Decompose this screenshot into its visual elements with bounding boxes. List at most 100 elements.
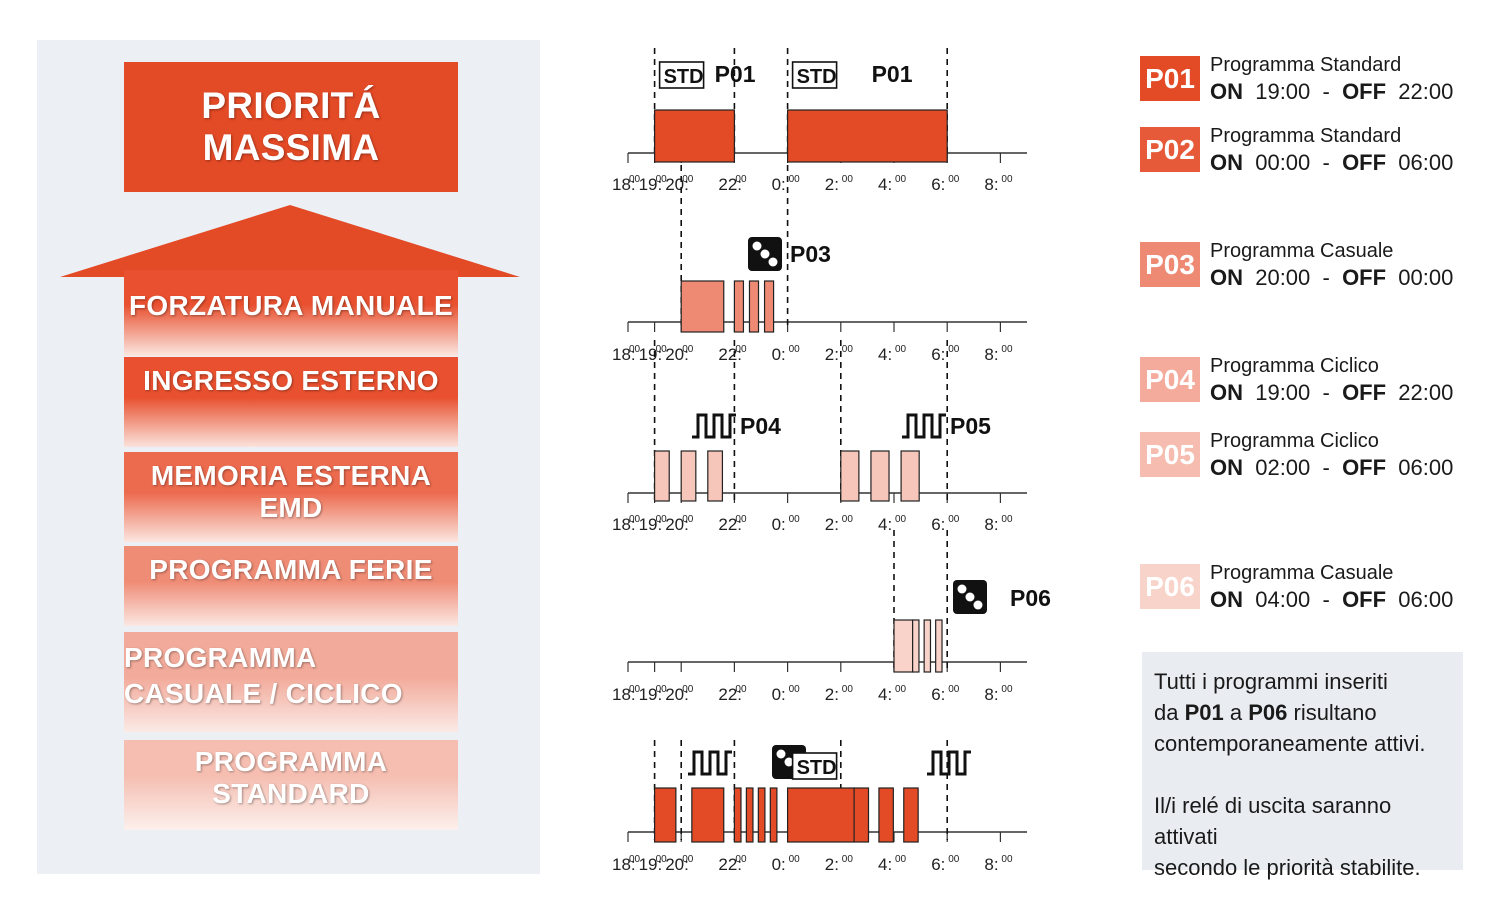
dice-pip xyxy=(784,757,794,767)
axis-tick-label: 19: xyxy=(639,855,663,874)
bar-p04-cyclic xyxy=(707,450,724,502)
axis-tick-label: 4: xyxy=(878,515,892,534)
axis-tick-sup: 00 xyxy=(842,174,854,185)
on-label: ON xyxy=(1210,587,1243,612)
marker-label: P05 xyxy=(950,413,991,439)
axis-tick-sup: 00 xyxy=(842,684,854,695)
priority-level-ingresso: INGRESSO ESTERNO xyxy=(124,357,458,447)
axis-tick-label: 2: xyxy=(825,685,839,704)
priority-level-casuale-ciclico: PROGRAMMA CASUALE / CICLICO xyxy=(124,632,458,732)
program-name: Programma Ciclico xyxy=(1210,355,1379,377)
axis-tick-sup: 00 xyxy=(656,684,668,695)
program-code-badge: P03 xyxy=(1140,242,1200,287)
axis-tick-label: 19: xyxy=(639,685,663,704)
program-times: ON 04:00 - OFF 06:00 xyxy=(1210,586,1470,614)
off-label: OFF xyxy=(1342,587,1387,612)
priority-level-forzatura: FORZATURA MANUALE xyxy=(124,270,458,356)
bar-p06-random xyxy=(893,619,914,673)
axis-tick-sup: 00 xyxy=(629,344,641,355)
pulse-icon xyxy=(688,750,732,776)
std-badge-text: STD xyxy=(797,66,837,88)
on-time: 02:00 - xyxy=(1243,455,1343,480)
priority-level-label: CASUALE / CICLICO xyxy=(124,678,403,709)
off-label: OFF xyxy=(1342,455,1387,480)
axis-tick-label: 6: xyxy=(931,685,945,704)
bar-p03-random xyxy=(748,280,760,333)
off-time: 22:00 xyxy=(1386,380,1454,405)
axis-tick-label: 0: xyxy=(772,345,786,364)
axis-tick-label: 18: xyxy=(612,345,636,364)
on-time: 04:00 - xyxy=(1243,587,1343,612)
axis-tick-label: 8: xyxy=(984,345,998,364)
bar-p06-random xyxy=(923,619,932,673)
bar-combined xyxy=(853,787,870,843)
note-text-bold: P01 xyxy=(1184,700,1224,725)
off-time: 06:00 xyxy=(1386,455,1454,480)
priority-level-label: FORZATURA MANUALE xyxy=(129,290,453,321)
axis-tick-sup: 00 xyxy=(1001,344,1013,355)
off-time: 06:00 xyxy=(1386,587,1454,612)
marker-label: P04 xyxy=(740,413,781,439)
axis-tick-label: 20: xyxy=(665,175,689,194)
program-details: Programma Ciclico ON 19:00 - OFF 22:00 xyxy=(1210,353,1470,407)
info-note: Tutti i programmi inseriti da P01 a P06 … xyxy=(1142,652,1463,880)
off-time: 00:00 xyxy=(1386,265,1454,290)
axis-tick-sup: 00 xyxy=(789,344,801,355)
axis-tick-label: 19: xyxy=(639,345,663,364)
bar-combined xyxy=(691,787,725,843)
priority-level-memoria: MEMORIA ESTERNA EMD xyxy=(124,452,458,542)
program-name: Programma Standard xyxy=(1210,54,1402,76)
bar-p04-cyclic xyxy=(653,450,670,502)
axis-tick-sup: 00 xyxy=(842,854,854,865)
pulse-icon xyxy=(927,750,971,776)
axis-tick-label: 20: xyxy=(665,685,689,704)
axis-tick-label: 8: xyxy=(984,515,998,534)
axis-tick-label: 2: xyxy=(825,515,839,534)
priority-level-label: PROGRAMMA FERIE xyxy=(149,554,433,585)
bar-p01-evening xyxy=(653,109,735,163)
axis-tick-sup: 00 xyxy=(735,174,747,185)
program-times: ON 19:00 - OFF 22:00 xyxy=(1210,379,1470,407)
program-times: ON 20:00 - OFF 00:00 xyxy=(1210,264,1470,292)
program-details: Programma Standard ON 00:00 - OFF 06:00 xyxy=(1210,123,1470,177)
marker-label: P03 xyxy=(790,241,831,267)
axis-tick-sup: 00 xyxy=(656,514,668,525)
off-label: OFF xyxy=(1342,380,1387,405)
dice-pip xyxy=(965,592,975,602)
axis-tick-sup: 00 xyxy=(1001,174,1013,185)
axis-tick-label: 0: xyxy=(772,685,786,704)
bar-combined xyxy=(653,787,677,843)
program-name: Programma Ciclico xyxy=(1210,430,1379,452)
bar-p05-cyclic xyxy=(840,450,860,502)
axis-tick-sup: 00 xyxy=(948,684,960,695)
axis-tick-sup: 00 xyxy=(682,854,694,865)
axis-tick-sup: 00 xyxy=(895,684,907,695)
axis-tick-label: 18: xyxy=(612,855,636,874)
program-name: Programma Casuale xyxy=(1210,240,1394,262)
bar-p04-cyclic xyxy=(680,450,697,502)
axis-tick-sup: 00 xyxy=(682,174,694,185)
axis-tick-sup: 00 xyxy=(629,174,641,185)
program-code-badge: P05 xyxy=(1140,432,1200,477)
priority-max-box: PRIORITÁ MASSIMA xyxy=(124,62,458,192)
bar-p03-random xyxy=(763,280,775,333)
axis-tick-sup: 00 xyxy=(895,174,907,185)
program-code-badge: P04 xyxy=(1140,357,1200,402)
axis-tick-sup: 00 xyxy=(682,514,694,525)
dice-pip xyxy=(957,584,967,594)
axis-tick-label: 22: xyxy=(718,855,742,874)
axis-tick-sup: 00 xyxy=(735,344,747,355)
axis-tick-label: 4: xyxy=(878,685,892,704)
off-label: OFF xyxy=(1342,265,1387,290)
note-text: Tutti i programmi inseriti xyxy=(1154,669,1388,694)
bar-combined xyxy=(733,787,742,843)
on-time: 00:00 - xyxy=(1243,150,1343,175)
program-code-badge: P02 xyxy=(1140,127,1200,172)
std-badge-box xyxy=(791,752,838,780)
axis-tick-sup: 00 xyxy=(629,514,641,525)
axis-tick-label: 2: xyxy=(825,345,839,364)
axis-tick-label: 18: xyxy=(612,175,636,194)
axis-tick-sup: 00 xyxy=(948,344,960,355)
axis-tick-label: 6: xyxy=(931,175,945,194)
